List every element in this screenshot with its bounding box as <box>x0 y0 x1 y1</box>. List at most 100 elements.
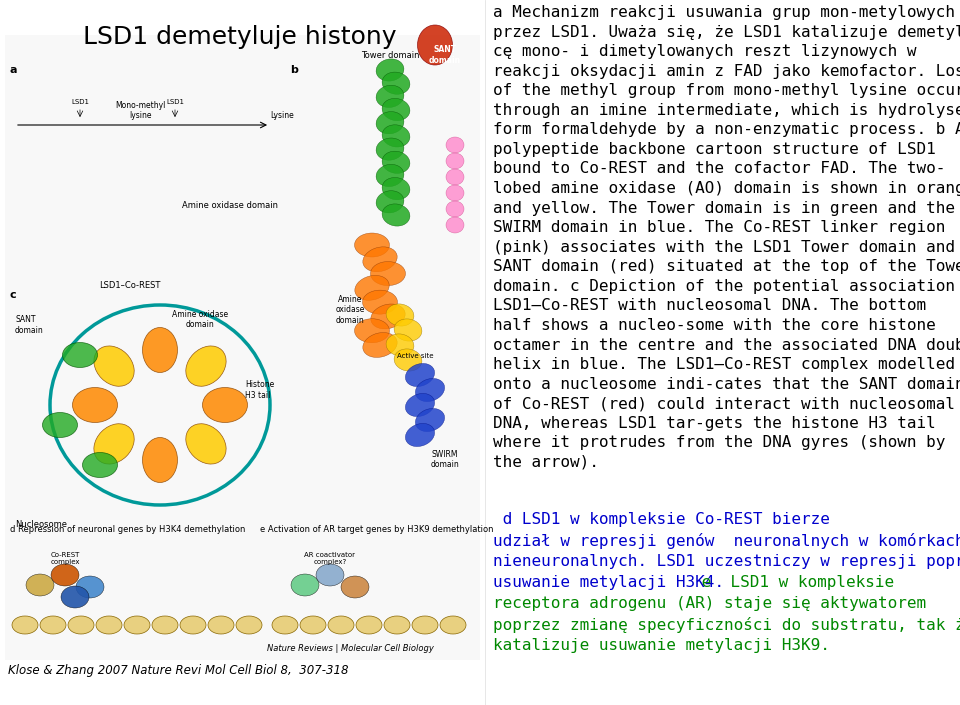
Ellipse shape <box>382 151 410 173</box>
Ellipse shape <box>384 616 410 634</box>
Text: Mono-methyl
lysine: Mono-methyl lysine <box>115 101 165 120</box>
Ellipse shape <box>272 616 298 634</box>
Ellipse shape <box>405 424 435 446</box>
Ellipse shape <box>405 364 435 386</box>
Ellipse shape <box>68 616 94 634</box>
Text: Amine oxidase domain: Amine oxidase domain <box>182 200 278 209</box>
Ellipse shape <box>76 576 104 598</box>
Ellipse shape <box>376 85 404 107</box>
Text: LSD1: LSD1 <box>166 99 184 105</box>
Ellipse shape <box>395 349 421 371</box>
Ellipse shape <box>446 169 464 185</box>
Ellipse shape <box>446 137 464 153</box>
Text: LSD1: LSD1 <box>71 99 89 105</box>
Ellipse shape <box>446 153 464 169</box>
Ellipse shape <box>446 201 464 217</box>
Ellipse shape <box>94 346 134 386</box>
Ellipse shape <box>300 616 326 634</box>
Text: Co-REST
complex: Co-REST complex <box>50 552 80 565</box>
Text: Lysine: Lysine <box>270 111 294 120</box>
Text: b: b <box>290 65 298 75</box>
Text: Tower domain: Tower domain <box>361 51 420 60</box>
Bar <box>5 35 480 660</box>
Ellipse shape <box>446 217 464 233</box>
Ellipse shape <box>142 328 178 372</box>
Text: a: a <box>10 65 17 75</box>
Ellipse shape <box>405 393 435 417</box>
Text: a Mechanizm reakcji usuwania grup mon-metylowych
przez LSD1. Uważa się, że LSD1 : a Mechanizm reakcji usuwania grup mon-me… <box>492 5 960 470</box>
Text: Active site: Active site <box>396 353 433 359</box>
Text: usuwanie metylacji H3K4.: usuwanie metylacji H3K4. <box>492 575 724 590</box>
Ellipse shape <box>316 564 344 586</box>
Ellipse shape <box>363 247 397 271</box>
Text: LSD1–Co-REST: LSD1–Co-REST <box>99 281 160 290</box>
Ellipse shape <box>382 72 410 94</box>
Ellipse shape <box>73 388 117 422</box>
Text: d LSD1 w kompleksie Co-REST bierze: d LSD1 w kompleksie Co-REST bierze <box>492 512 829 527</box>
Ellipse shape <box>440 616 466 634</box>
Ellipse shape <box>386 304 414 326</box>
Text: katalizuje usuwanie metylacji H3K9.: katalizuje usuwanie metylacji H3K9. <box>492 638 829 654</box>
Ellipse shape <box>382 125 410 147</box>
Ellipse shape <box>26 574 54 596</box>
Ellipse shape <box>236 616 262 634</box>
Ellipse shape <box>124 616 150 634</box>
Ellipse shape <box>446 185 464 201</box>
Ellipse shape <box>142 438 178 482</box>
Ellipse shape <box>186 424 227 464</box>
Ellipse shape <box>356 616 382 634</box>
Ellipse shape <box>418 25 452 65</box>
Ellipse shape <box>328 616 354 634</box>
Text: SWIRM
domain: SWIRM domain <box>431 450 460 470</box>
Ellipse shape <box>363 290 397 314</box>
Text: Amine oxidase
domain: Amine oxidase domain <box>172 310 228 329</box>
Ellipse shape <box>386 334 414 356</box>
Ellipse shape <box>96 616 122 634</box>
Ellipse shape <box>376 138 404 160</box>
Ellipse shape <box>371 262 405 286</box>
Text: poprzez zmianę specyficzności do substratu, tak że: poprzez zmianę specyficzności do substra… <box>492 617 960 633</box>
Ellipse shape <box>382 178 410 200</box>
Ellipse shape <box>341 576 369 598</box>
Ellipse shape <box>376 191 404 213</box>
Text: Amine
oxidase
domain: Amine oxidase domain <box>335 295 365 325</box>
Ellipse shape <box>94 424 134 464</box>
Ellipse shape <box>395 319 421 341</box>
Ellipse shape <box>51 564 79 586</box>
Ellipse shape <box>363 333 397 357</box>
Text: Histone
H3 tail: Histone H3 tail <box>245 380 275 400</box>
Ellipse shape <box>203 388 248 422</box>
Ellipse shape <box>376 111 404 134</box>
Ellipse shape <box>371 304 405 329</box>
Ellipse shape <box>376 59 404 81</box>
Ellipse shape <box>382 204 410 226</box>
Text: LSD1 demetyluje histony: LSD1 demetyluje histony <box>84 25 396 49</box>
Text: AR coactivator
complex?: AR coactivator complex? <box>304 552 355 565</box>
Ellipse shape <box>354 233 390 257</box>
Text: e  LSD1 w kompleksie: e LSD1 w kompleksie <box>691 575 894 590</box>
Text: udział w represji genów  neuronalnych w komórkach: udział w represji genów neuronalnych w k… <box>492 533 960 548</box>
Ellipse shape <box>376 164 404 187</box>
Text: Klose & Zhang 2007 Nature Revi Mol Cell Biol 8,  307-318: Klose & Zhang 2007 Nature Revi Mol Cell … <box>8 664 348 677</box>
Ellipse shape <box>412 616 438 634</box>
Text: SANT
domain: SANT domain <box>15 315 44 335</box>
Ellipse shape <box>382 99 410 121</box>
Ellipse shape <box>208 616 234 634</box>
Ellipse shape <box>416 408 444 431</box>
Text: c: c <box>10 290 16 300</box>
Text: nieneuronalnych. LSD1 uczestniczy w represji poprzez: nieneuronalnych. LSD1 uczestniczy w repr… <box>492 554 960 569</box>
Ellipse shape <box>40 616 66 634</box>
Ellipse shape <box>61 586 89 608</box>
Ellipse shape <box>180 616 206 634</box>
Text: Nucleosome: Nucleosome <box>15 520 67 529</box>
Ellipse shape <box>355 276 389 300</box>
Ellipse shape <box>291 574 319 596</box>
Ellipse shape <box>42 412 78 438</box>
Text: Nature Reviews | Molecular Cell Biology: Nature Reviews | Molecular Cell Biology <box>267 644 433 653</box>
Ellipse shape <box>83 453 117 477</box>
Ellipse shape <box>152 616 178 634</box>
Ellipse shape <box>354 319 390 343</box>
Text: receptora adrogenu (AR) staje się aktywatorem: receptora adrogenu (AR) staje się aktywa… <box>492 596 926 611</box>
Ellipse shape <box>62 343 98 367</box>
Text: SANT
domain: SANT domain <box>429 45 461 65</box>
